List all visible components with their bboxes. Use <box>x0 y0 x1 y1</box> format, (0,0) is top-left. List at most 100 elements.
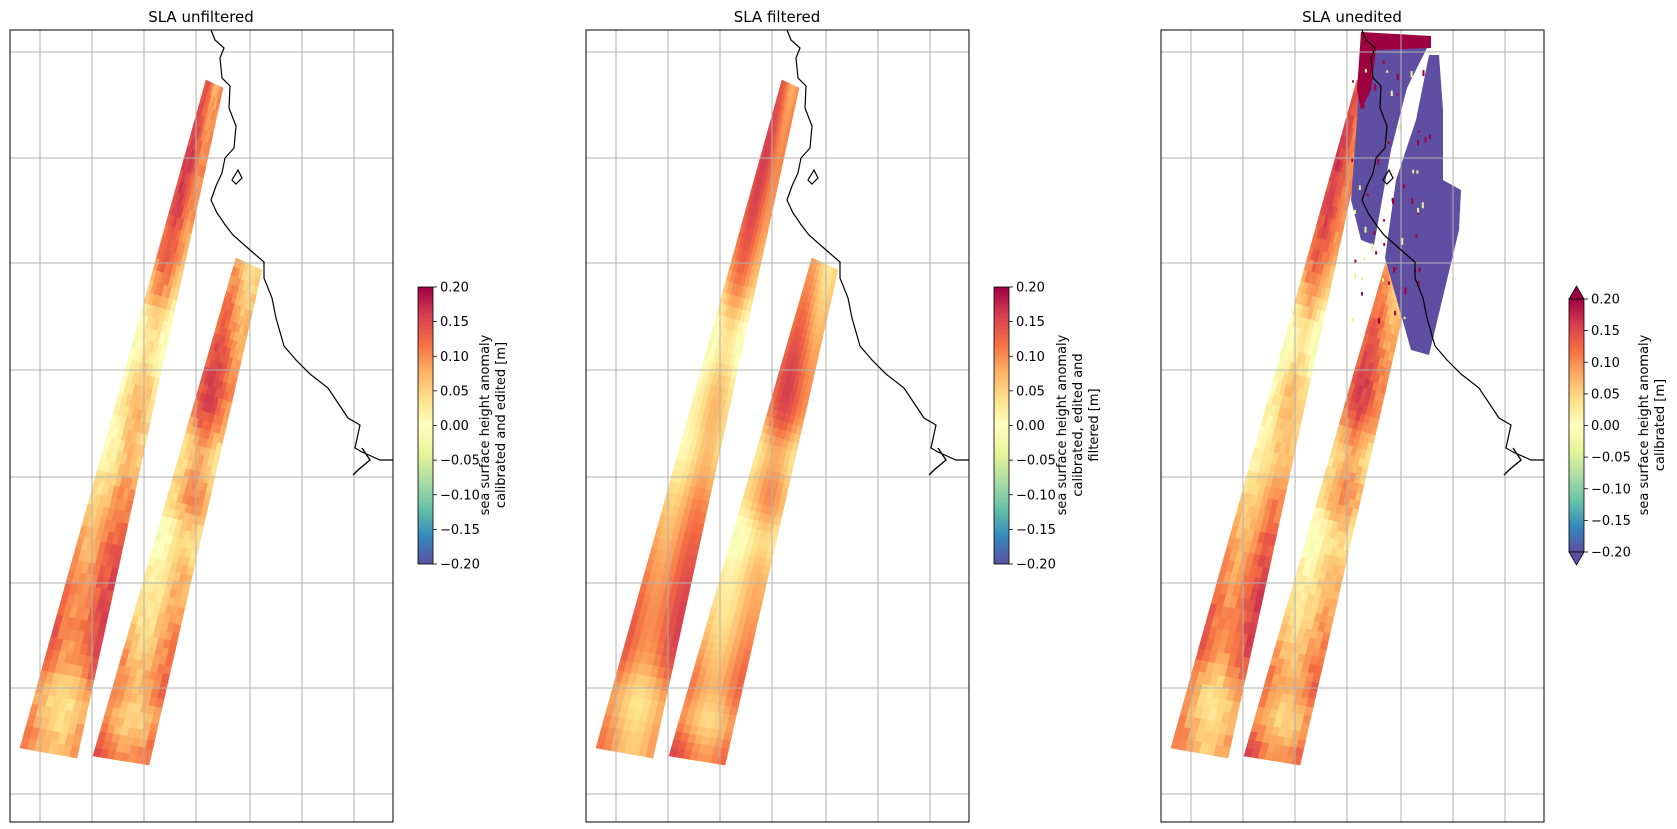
edited-speckle <box>1373 230 1376 235</box>
edited-speckle <box>1374 84 1377 91</box>
edited-speckle <box>1424 136 1427 143</box>
edited-speckle <box>1396 93 1399 96</box>
colorbar-ticks: 0.20 0.15 0.10 0.05 0.00 −0.05 −0.10 −0.15 −0.20 <box>1009 281 1056 573</box>
swath-layer <box>595 79 839 766</box>
swath-cell <box>153 705 163 716</box>
colorbar-tick-label: −0.05 <box>1591 451 1631 466</box>
edited-speckle <box>1377 157 1380 165</box>
colorbar-gradient <box>417 286 434 565</box>
island-outline <box>1382 168 1394 185</box>
edited-speckle <box>1387 141 1390 144</box>
edited-speckle <box>1358 185 1361 190</box>
edited-speckle <box>1412 169 1415 174</box>
colorbar-tick-label: 0.15 <box>1591 324 1620 339</box>
edited-speckle <box>1418 267 1421 273</box>
map-axes <box>1160 29 1545 823</box>
colorbar-tick-label: −0.20 <box>1016 558 1056 573</box>
colorbar-tick-label: −0.10 <box>440 488 480 503</box>
colorbar-tick-label: −0.15 <box>440 523 480 538</box>
island-outline <box>807 168 819 185</box>
colorbar-tick-label: −0.20 <box>440 558 480 573</box>
swath-layer <box>1170 32 1461 766</box>
colorbar-tick-label: 0.05 <box>1591 387 1620 402</box>
colorbar-ticks: 0.20 0.15 0.10 0.05 0.00 −0.05 −0.10 −0.15 −0.20 <box>433 281 480 573</box>
colorbar-label-line-1: sea surface height anomaly <box>478 334 493 515</box>
swath-cell <box>725 722 735 733</box>
colorbar-tick-label: 0.15 <box>1016 315 1045 330</box>
edited-speckle <box>1417 281 1420 287</box>
colorbar-label-line-2: calibrated and edited [m] <box>494 342 509 508</box>
colorbar-label: sea surface height anomaly calibrated an… <box>478 334 509 515</box>
cape-outline <box>928 447 947 476</box>
colorbar-tick-label: 0.05 <box>440 384 469 399</box>
edited-speckle <box>1417 139 1419 146</box>
edited-speckle <box>1416 170 1419 174</box>
edited-speckle <box>1375 251 1378 255</box>
colorbar-tick-label: 0.20 <box>1016 281 1045 296</box>
edited-speckle <box>1383 219 1386 222</box>
map-frame <box>1160 29 1545 823</box>
swath-cell <box>721 738 731 749</box>
edited-speckle <box>1393 267 1395 273</box>
colorbar-extend-min <box>1568 551 1585 566</box>
edited-speckle <box>1396 73 1399 80</box>
edited-speckle <box>1403 316 1406 320</box>
swath-cell <box>1300 722 1310 733</box>
edited-speckle <box>1417 207 1420 213</box>
colorbar: 0.20 0.15 0.10 0.05 0.00 −0.05 −0.10 −0.15 −0.20… <box>417 281 509 573</box>
edited-speckle <box>1386 70 1389 73</box>
colorbar: 0.20 0.15 0.10 0.05 0.00 −0.05 −0.10 −0.15 −0.20… <box>1568 285 1668 566</box>
panel-sla-filtered: SLA filtered 0.20 0.15 0.10 0.05 0.00 −0.05 −0… <box>585 8 1102 823</box>
edited-speckle <box>1390 90 1393 96</box>
colorbar-tick-label: −0.10 <box>1591 482 1631 497</box>
panel-sla-unfiltered: SLA unfiltered 0.20 0.15 0.10 0.05 0.00 −0.05… <box>9 8 509 823</box>
colorbar-extend-max <box>1568 285 1585 300</box>
edited-speckle <box>1354 273 1357 279</box>
edited-speckle <box>1417 212 1420 215</box>
coastline <box>786 29 969 461</box>
colorbar-label-line-2: calibrated, edited and <box>1071 353 1086 496</box>
edited-speckle <box>1415 234 1418 238</box>
swath-cell <box>1296 738 1307 749</box>
colorbar-gradient <box>993 286 1010 565</box>
colorbar-label-line-2: calibrated [m] <box>1653 379 1668 471</box>
gridlines <box>10 30 393 822</box>
colorbar-gradient <box>1568 298 1585 553</box>
colorbar-tick-label: 0.20 <box>1591 293 1620 308</box>
colorbar-tick-label: 0.10 <box>1591 356 1620 371</box>
colorbar-tick-label: −0.15 <box>1016 523 1056 538</box>
colorbar-tick-label: 0.10 <box>1016 350 1045 365</box>
cape-outline <box>352 447 371 476</box>
gridlines <box>586 30 969 822</box>
coastline <box>210 29 393 461</box>
edited-speckle <box>1428 134 1431 140</box>
edited-speckle <box>1361 292 1363 296</box>
cape-outline <box>1503 447 1522 476</box>
panel-sla-unedited: SLA unedited 0.20 0.15 0.10 0.05 0.00 −0.05 −0… <box>1160 8 1668 823</box>
island-outline <box>231 168 243 185</box>
edited-speckle <box>1352 80 1354 83</box>
map-axes <box>585 29 970 823</box>
coastline <box>1361 29 1544 461</box>
edited-speckle <box>1361 276 1364 281</box>
edited-speckle <box>1398 124 1401 131</box>
edited-speckle <box>1364 69 1367 73</box>
panel-title: SLA filtered <box>734 8 821 26</box>
map-axes <box>9 29 394 823</box>
swath-cell <box>794 86 800 100</box>
edited-speckle <box>1403 184 1406 189</box>
colorbar-tick-label: 0.10 <box>440 350 469 365</box>
edited-speckle <box>1366 193 1369 197</box>
edited-speckle <box>1383 243 1386 246</box>
colorbar-label: sea surface height anomaly calibrated [m… <box>1637 334 1668 515</box>
edited-speckle <box>1421 202 1424 209</box>
colorbar-label-line-1: sea surface height anomaly <box>1637 334 1652 515</box>
edited-speckle <box>1363 257 1366 261</box>
swath-cell <box>145 738 156 749</box>
swath-cell <box>717 755 728 766</box>
swath-cell <box>256 268 263 279</box>
colorbar-tick-label: 0.00 <box>440 419 469 434</box>
edited-speckle <box>1351 158 1354 163</box>
colorbar-tick-label: 0.20 <box>440 281 469 296</box>
